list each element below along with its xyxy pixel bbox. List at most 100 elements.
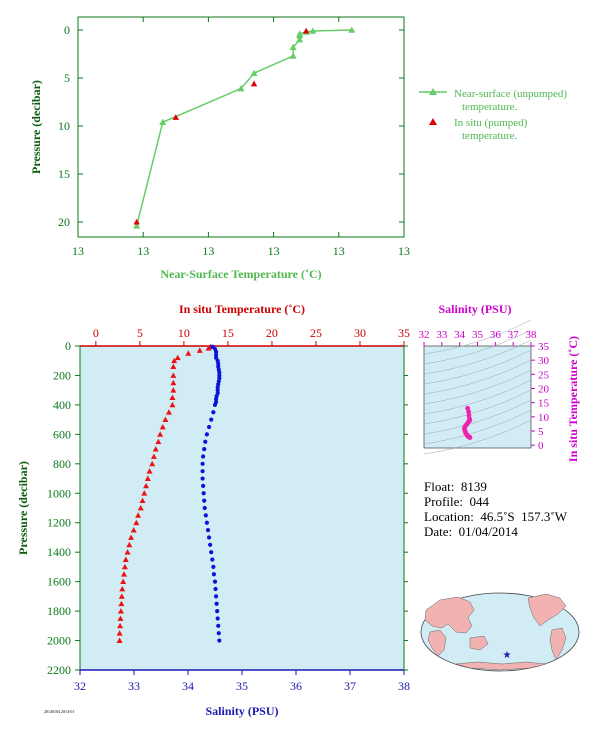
pumped-temperature-point <box>250 80 258 87</box>
ts-density-contour <box>423 349 532 385</box>
temperature-point <box>120 578 127 585</box>
ts-salinity-tick-label: 37 <box>508 329 520 341</box>
footer-text: 20140104 2014-01 <box>44 709 74 714</box>
near-surface-plot-frame <box>77 16 405 238</box>
top-y-tick-label: 10 <box>58 119 70 133</box>
pressure-tick-label: 200 <box>53 368 71 382</box>
salinity-tick-label: 37 <box>344 679 356 693</box>
temperature-point <box>118 593 125 599</box>
float-id: Float: 8139 <box>424 479 487 494</box>
temperature-point <box>119 586 126 592</box>
salinity-point <box>200 469 205 474</box>
legend-label-unpumped-1: Near-surface (unpumped) <box>454 88 567 100</box>
temperature-point <box>171 357 178 364</box>
temperature-tick-label: 5 <box>137 326 143 340</box>
temperature-point <box>122 556 129 562</box>
ts-point <box>467 435 473 440</box>
ts-density-contour <box>423 359 532 395</box>
pressure-tick-label: 400 <box>53 398 71 412</box>
salinity-tick-label: 32 <box>74 679 86 693</box>
temperature-point <box>117 622 124 629</box>
temperature-point <box>150 453 157 459</box>
salinity-point <box>200 476 205 481</box>
temperature-point <box>170 379 177 386</box>
salinity-point <box>204 432 209 437</box>
pumped-temperature-point <box>172 114 179 120</box>
salinity-point <box>213 594 219 599</box>
temperature-point <box>117 615 124 621</box>
top-x-tick-label: 13 <box>137 244 149 258</box>
ts-temperature-tick-label: 20 <box>538 384 550 396</box>
temperature-point <box>169 394 176 400</box>
unpumped-temperature-point <box>348 26 356 33</box>
temperature-point <box>162 416 169 423</box>
temperature-point <box>126 541 133 548</box>
salinity-point <box>211 572 217 577</box>
salinity-point <box>213 586 218 592</box>
ts-density-contour <box>423 319 532 355</box>
temperature-point <box>170 363 177 370</box>
salinity-point <box>214 601 219 606</box>
float-info: Float: 8139 Profile: 044 Location: 46.5˚… <box>424 479 567 539</box>
salinity-point <box>201 491 206 496</box>
pressure-tick-label: 1000 <box>47 486 71 500</box>
unpumped-temperature-point <box>250 69 258 76</box>
temperature-point <box>117 608 124 614</box>
temperature-point <box>133 519 140 526</box>
ts-salinity-tick-label: 34 <box>454 329 466 341</box>
salinity-point <box>209 550 214 555</box>
temperature-tick-label: 10 <box>178 326 190 340</box>
temperature-point <box>124 549 131 555</box>
top-y-tick-label: 5 <box>64 71 70 85</box>
temperature-point <box>152 446 159 452</box>
top-x-tick-label: 13 <box>202 244 214 258</box>
pressure-tick-label: 800 <box>53 457 71 471</box>
temperature-point <box>116 630 123 636</box>
unpumped-temperature-point <box>296 32 304 39</box>
salinity-point <box>212 402 218 408</box>
legend-label-unpumped-2: temperature. <box>462 101 518 113</box>
salinity-point <box>213 349 219 354</box>
salinity-tick-label: 33 <box>128 679 140 693</box>
salinity-point <box>215 608 220 614</box>
top-y-tick-label: 0 <box>64 23 70 37</box>
salinity-point <box>204 520 209 525</box>
ts-salinity-tick-label: 36 <box>490 329 502 341</box>
ts-density-contour <box>423 369 532 405</box>
temperature-point <box>169 401 176 408</box>
top-x-tick-label: 13 <box>268 244 280 258</box>
pumped-temperature-point <box>133 218 140 225</box>
ts-y-label: In situ Temperature (˚C) <box>566 336 580 462</box>
profile-chart: 0 5 10 15 20 25 30 35 32 33 34 35 36 37 38 0 200 400 600… <box>16 302 410 718</box>
temperature-point <box>170 372 177 378</box>
ts-salinity-tick-label: 32 <box>419 329 430 341</box>
pressure-tick-label: 1200 <box>47 516 71 530</box>
temperature-point <box>130 527 137 533</box>
near-surface-chart: 13 13 13 13 13 13 0 5 10 15 20 Near-Surface Tempe… <box>29 16 567 281</box>
temperature-point <box>143 482 150 489</box>
salinity-point <box>203 513 208 518</box>
map-land-eurasia <box>424 596 475 634</box>
date: Date: 01/04/2014 <box>424 524 518 539</box>
temperature-point <box>121 563 128 570</box>
salinity-point <box>215 388 220 393</box>
pressure-tick-label: 1800 <box>47 604 71 618</box>
temperature-point <box>159 424 166 430</box>
salinity-tick-label: 36 <box>290 679 302 693</box>
salinity-point <box>212 579 218 584</box>
profile-plot-background <box>79 345 405 671</box>
salinity-point <box>215 385 220 390</box>
temperature-tick-label: 0 <box>93 326 99 340</box>
temperature-point <box>174 354 181 361</box>
ts-density-contour <box>423 379 532 415</box>
temperature-point <box>149 460 156 467</box>
ts-temperature-tick-label: 35 <box>538 341 550 353</box>
ts-point <box>466 409 471 415</box>
ts-salinity-tick-label: 33 <box>436 329 448 341</box>
ts-density-contour <box>423 389 532 425</box>
pressure-tick-label: 1400 <box>47 545 71 559</box>
top-y-tick-label: 20 <box>58 215 70 229</box>
ts-density-contour <box>423 399 532 435</box>
ts-density-contour <box>423 339 532 375</box>
